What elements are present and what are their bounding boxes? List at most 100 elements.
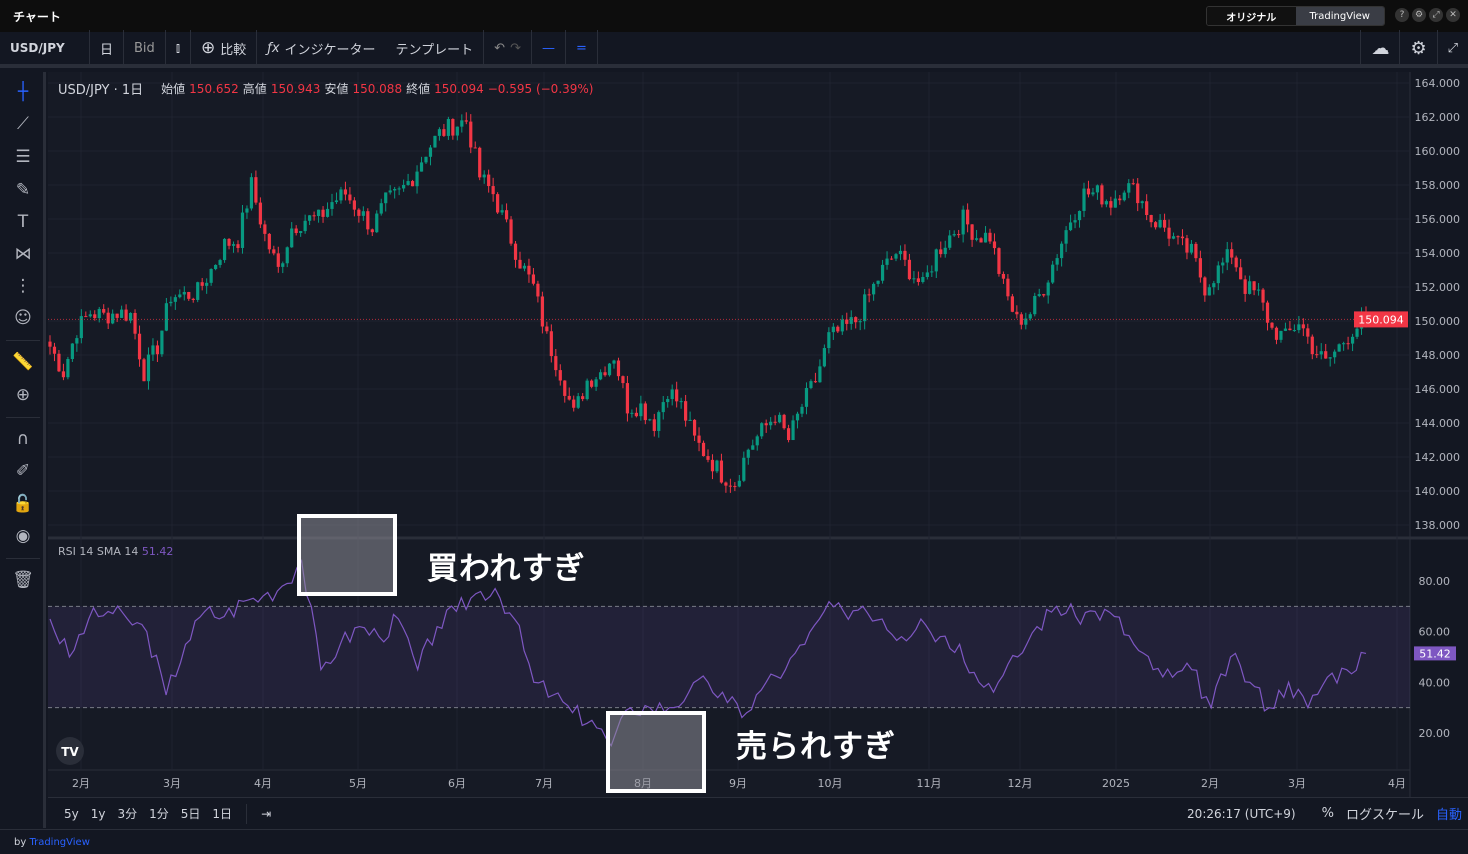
range-5d[interactable]: 5日 (180, 807, 201, 821)
candle-body (769, 421, 773, 426)
candle-body (509, 219, 513, 244)
candle-body (325, 208, 330, 217)
y-tick-label: 146.000 (1415, 383, 1461, 396)
candle-body (410, 181, 415, 187)
candle-body (952, 234, 956, 236)
expand-button[interactable]: ⤢ (1429, 8, 1443, 22)
chart-type-button[interactable]: ⫾ (166, 30, 191, 66)
x-tick-label: 2月 (1201, 777, 1219, 790)
pattern-tool[interactable]: ⋈ (14, 244, 32, 264)
candle-body (715, 460, 719, 472)
mode-original[interactable]: オリジナル (1207, 7, 1296, 25)
price-pane (48, 72, 1410, 537)
fib-tool[interactable]: ☰ (15, 147, 31, 167)
emoji-tool[interactable]: ☺ (14, 308, 32, 328)
x-tick-label: 3月 (1288, 777, 1306, 790)
eye-tool[interactable]: ◉ (15, 526, 31, 546)
candle-body (433, 135, 437, 148)
candle-body (760, 423, 764, 437)
last-price-label: 150.094 (1358, 313, 1404, 326)
goto-date-icon[interactable]: ⇥ (261, 806, 272, 821)
candle-body (1292, 330, 1296, 332)
candle-body (496, 194, 500, 213)
layout-single-button[interactable]: — (532, 30, 566, 66)
indicators-label: インジケーター (284, 42, 376, 58)
range-1y[interactable]: 1y (90, 806, 106, 821)
overbought-label: 買われすぎ (427, 551, 586, 587)
candle-body (1189, 243, 1194, 253)
crosshair-tool[interactable]: ┼ (17, 82, 29, 102)
candle-body (992, 241, 997, 249)
close-button[interactable]: ✕ (1446, 8, 1460, 22)
chart-canvas[interactable]: 2月3月4月5月6月7月8月9月10月11月12月20252月3月4月164.0… (0, 0, 1468, 797)
plus-circle-icon: ⊕ (200, 38, 216, 58)
trash-tool[interactable]: 🗑 (12, 570, 34, 590)
chart-settings-button[interactable]: ⚙ (1400, 30, 1438, 66)
tradingview-link[interactable]: TradingView (29, 837, 90, 848)
candle-body (406, 181, 410, 185)
trendline-tool[interactable]: ⟋ (17, 114, 29, 134)
candle-body (491, 186, 495, 195)
interval-button[interactable]: 日 (90, 30, 125, 66)
forecast-tool[interactable]: ⋮ (14, 276, 32, 296)
log-scale-toggle[interactable]: ログスケール (1345, 808, 1424, 823)
candle-body (773, 421, 777, 423)
percent-toggle[interactable]: % (1321, 806, 1334, 821)
lock-tool[interactable]: 🔓 (12, 494, 34, 514)
bottom-toolbar: 5y 1y 3分 1分 5日 1日 ⇥ 20:26:17 (UTC+9) % ロ… (48, 797, 1468, 829)
candle-body (737, 480, 741, 487)
candle-body (1051, 264, 1055, 283)
candle-body (948, 235, 952, 248)
candle-body (464, 120, 468, 122)
lock-drawing-tool[interactable]: ✐ (15, 461, 31, 481)
settings-button[interactable]: ⚙ (1412, 8, 1426, 22)
auto-scale-toggle[interactable]: 自動 (1435, 808, 1462, 823)
candle-body (1243, 279, 1247, 294)
symbol-search[interactable]: USD/JPY (0, 30, 90, 66)
chart-toolbar: USD/JPY 日 Bid ⫾ ⊕ 比較 ƒx インジケーター テンプレート ↶ ↷ … (0, 30, 1468, 68)
candle-body (536, 283, 540, 297)
candle-body (1270, 322, 1274, 328)
mode-switch[interactable]: オリジナル TradingView (1206, 6, 1385, 26)
templates-button[interactable]: テンプレート (386, 30, 485, 66)
candle-body (254, 177, 258, 203)
range-3m[interactable]: 3分 (117, 807, 138, 821)
ruler-tool[interactable]: 📏 (12, 352, 34, 372)
candle-body (348, 194, 352, 201)
candle-body (1095, 185, 1100, 193)
candles-icon: ⫾ (175, 40, 180, 56)
text-tool[interactable]: T (17, 212, 29, 232)
price-type-button[interactable]: Bid (124, 30, 166, 66)
compare-button[interactable]: ⊕ 比較 (191, 30, 258, 66)
candle-body (500, 210, 504, 213)
candle-body (849, 317, 853, 324)
help-button[interactable]: ? (1395, 8, 1409, 22)
brush-tool[interactable]: ✎ (15, 180, 31, 200)
zoom-tool[interactable]: ⊕ (15, 385, 31, 405)
oversold-label: 売られすぎ (736, 729, 896, 765)
range-1m[interactable]: 1分 (149, 807, 169, 821)
undo-button[interactable]: ↶ ↷ (484, 30, 532, 66)
candle-body (155, 345, 160, 355)
magnet-tool[interactable]: ∩ (16, 429, 30, 449)
indicators-button[interactable]: ƒx インジケーター (257, 30, 385, 66)
fullscreen-button[interactable]: ⤢ (1438, 30, 1468, 66)
candle-body (1140, 201, 1144, 204)
candle-body (661, 402, 665, 413)
footer: by TradingView (0, 829, 1468, 854)
candle-body (1136, 183, 1140, 204)
range-5y[interactable]: 5y (64, 806, 79, 821)
candle-body (970, 224, 974, 240)
cloud-button[interactable]: ☁ (1360, 30, 1401, 66)
layout-double-button[interactable]: = (566, 30, 598, 66)
candle-body (921, 276, 925, 283)
candle-body (1037, 294, 1041, 296)
rsi-last-badge (1414, 646, 1456, 661)
mode-tradingview[interactable]: TradingView (1295, 7, 1384, 25)
gear-icon: ⚙ (1410, 37, 1427, 59)
candle-body (518, 259, 522, 269)
candle-body (1068, 222, 1073, 231)
candle-body (209, 269, 213, 283)
candle-body (621, 376, 625, 384)
range-1d[interactable]: 1日 (212, 807, 233, 821)
